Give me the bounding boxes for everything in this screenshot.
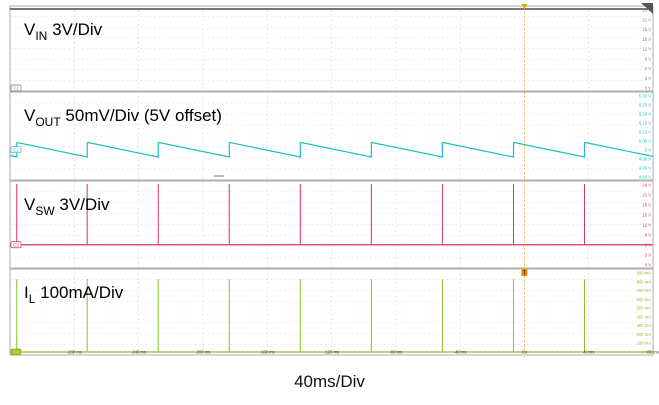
y-tick-label: 700 mA (637, 288, 652, 293)
panel-3-grid (9, 180, 654, 269)
trigger-position-marker (521, 4, 528, 9)
y-tick-label: 600 mA (637, 297, 652, 302)
y-tick-label: 800 mA (637, 279, 652, 284)
title-subscript: OUT (35, 115, 61, 129)
trace-c2 (9, 141, 654, 158)
trigger-tag: T (521, 269, 528, 277)
x-tick-label: -200 ms (195, 350, 210, 355)
y-tick-label: 5.05 V (639, 139, 651, 144)
y-tick-label: 6 V (645, 243, 651, 248)
y-tick-label: 9 V (645, 233, 651, 238)
waveform-traces (9, 8, 654, 353)
y-tick-label: 3 V (645, 253, 651, 258)
corner-flag-icon (641, 3, 653, 14)
y-tick-label: 200 mA (637, 332, 652, 337)
title-subscript: SW (35, 204, 55, 218)
y-tick-label: 9 V (645, 56, 651, 61)
channel-marker-box (10, 84, 22, 92)
channel-marker-label: C2 (13, 147, 19, 152)
y-tick-label: 24 V (642, 8, 651, 13)
y-tick-label: 900 mA (637, 271, 652, 276)
y-tick-label: 5.30 V (639, 94, 651, 99)
y-tick-label: 12 V (642, 47, 651, 52)
y-tick-label: 21 V (642, 17, 651, 22)
y-tick-label: 500 mA (637, 306, 652, 311)
y-tick-label: 3 V (645, 76, 651, 81)
y-tick-label: 12 V (642, 223, 651, 228)
y-tick-label: 5.15 V (639, 121, 651, 126)
channel-title-c3: VSW 3V/Div (24, 195, 110, 218)
channel-title-c4: IL 100mA/Div (24, 283, 124, 306)
panel-2-grid (9, 91, 654, 181)
y-tick-label: 5.25 V (639, 103, 651, 108)
y-tick-label: 0 mA (641, 350, 651, 355)
x-tick-label: -80 ms (389, 350, 402, 355)
trigger-tag-box (521, 269, 528, 276)
y-tick-label: 4.85 V (639, 175, 651, 180)
title-rest: 3V/Div (55, 195, 110, 214)
y-tick-label: 15 V (642, 37, 651, 42)
trace-c4 (10, 279, 653, 353)
x-tick-label: 40 ms (583, 350, 594, 355)
vout-ripple-trace (9, 141, 654, 158)
x-tick-label: -240 ms (131, 350, 146, 355)
x-tick-label: -40 ms (454, 350, 467, 355)
trace-c3 (10, 184, 653, 246)
x-tick-label: -160 ms (260, 350, 275, 355)
channel-marker-c1: C1 (10, 84, 22, 92)
y-tick-label: 5.20 V (639, 112, 651, 117)
x-tick-label: -120 ms (324, 350, 339, 355)
y-tick-label: 18 V (642, 203, 651, 208)
y-tick-label: 24 V (642, 183, 651, 188)
channel-marker-c3: C3 (10, 241, 22, 249)
title-rest: 100mA/Div (35, 283, 123, 302)
y-tick-label: 5.10 V (639, 130, 651, 135)
y-tick-label: 4.95 V (639, 157, 651, 162)
channel-marker-label: C1 (13, 86, 19, 91)
title-subscript: IN (35, 29, 47, 43)
y-tick-label: 5 V (645, 148, 651, 153)
y-tick-label: 6 V (645, 66, 651, 71)
title-subscript: L (29, 292, 36, 306)
title-rest: 50mV/Div (5V offset) (61, 106, 222, 125)
channel-marker-box (10, 241, 22, 249)
title-rest: 3V/Div (47, 20, 102, 39)
scope-markers: C1 C2 C3 C4 T (10, 3, 653, 357)
y-tick-label: 0 V (645, 86, 651, 91)
channel-marker-label: C4 (13, 350, 19, 355)
channel-title-c1: VIN 3V/Div (24, 20, 103, 43)
x-tick-label: 80 ms (647, 350, 658, 355)
panel-1-grid (9, 5, 654, 92)
title-main: I (24, 283, 29, 302)
y-tick-label: 15 V (642, 213, 651, 218)
channel-marker-label: C3 (13, 242, 19, 247)
title-main: V (24, 20, 36, 39)
channel-title-c2: VOUT 50mV/Div (5V offset) (24, 106, 222, 129)
y-tick-label: 21 V (642, 193, 651, 198)
y-tick-label: 18 V (642, 27, 651, 32)
channel-marker-box (10, 348, 22, 356)
channel-marker-box (10, 146, 22, 154)
trigger-tag-label: T (523, 271, 526, 277)
y-tick-label: 4.90 V (639, 166, 651, 171)
y-tick-label: 100 mA (637, 341, 652, 346)
channel-marker-c4: C4 (10, 348, 22, 356)
timebase-label: 40ms/Div (294, 372, 365, 391)
panel-4-grid (9, 268, 654, 356)
x-tick-label: -280 ms (67, 350, 82, 355)
y-tick-label: 300 mA (637, 323, 652, 328)
title-main: V (24, 106, 36, 125)
channel-marker-c2: C2 (10, 146, 22, 154)
graticule (9, 5, 654, 356)
y-tick-label: 400 mA (637, 314, 652, 319)
y-tick-label: 0 V (645, 263, 651, 268)
title-main: V (24, 195, 36, 214)
